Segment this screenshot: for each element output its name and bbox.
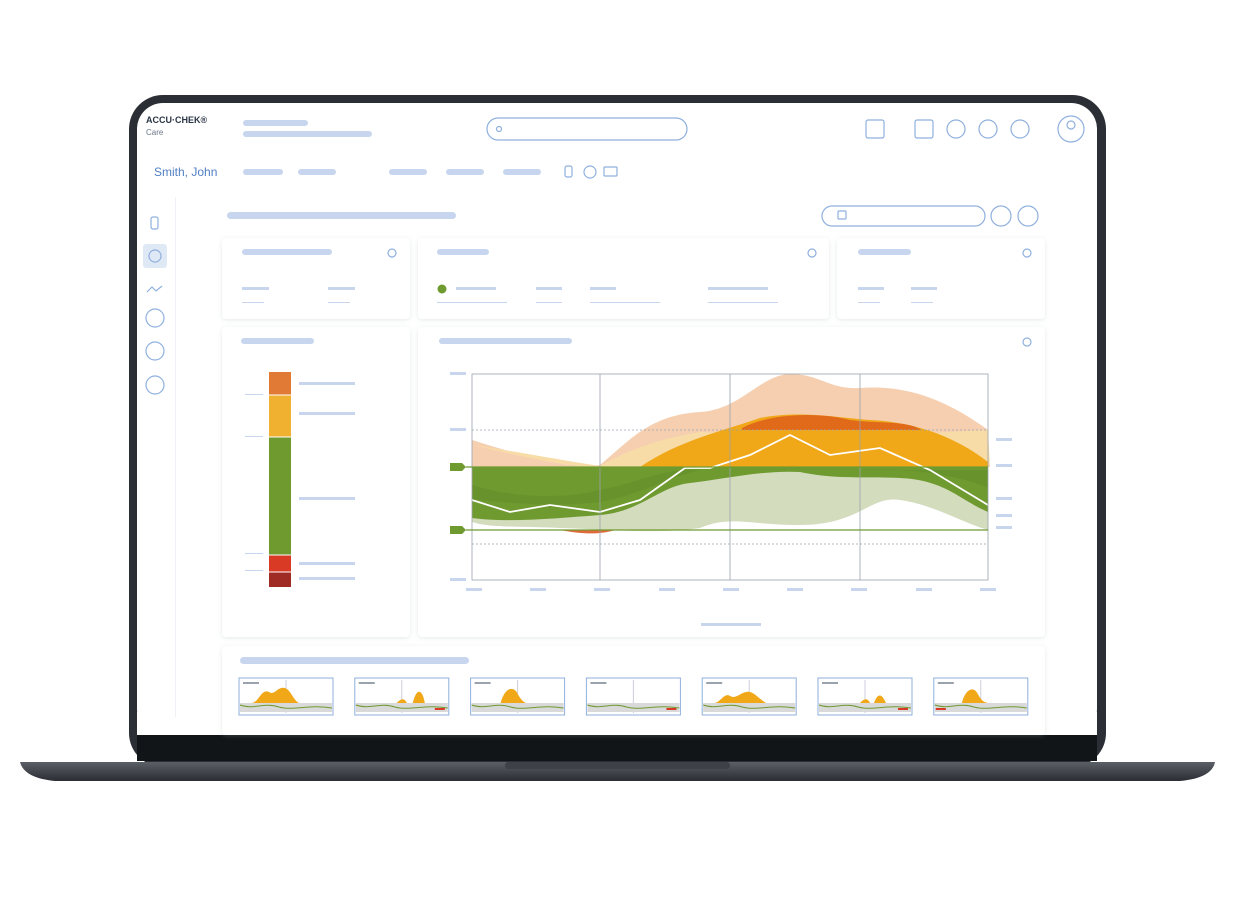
day-thumbnail[interactable] bbox=[354, 677, 450, 716]
icon-button[interactable] bbox=[978, 119, 998, 139]
range-card bbox=[222, 327, 410, 637]
product: Care bbox=[146, 128, 164, 137]
icon-button[interactable] bbox=[1010, 119, 1030, 139]
summary-card bbox=[418, 238, 829, 319]
agp-chart bbox=[450, 372, 1012, 626]
date-picker[interactable] bbox=[821, 205, 986, 227]
day-thumbnail[interactable] bbox=[817, 677, 913, 716]
summary-card bbox=[837, 238, 1045, 319]
day-thumbnail[interactable] bbox=[701, 677, 797, 716]
patient-name: Smith, John bbox=[154, 165, 217, 179]
nav-item[interactable] bbox=[145, 341, 165, 361]
daily-thumbnails bbox=[238, 677, 1029, 716]
search-box[interactable] bbox=[486, 117, 688, 141]
brand: ACCU·CHEK® bbox=[146, 115, 207, 125]
day-thumbnail[interactable] bbox=[933, 677, 1029, 716]
nav-item[interactable] bbox=[145, 375, 165, 395]
avatar[interactable] bbox=[1057, 115, 1085, 143]
icon-button[interactable] bbox=[914, 119, 934, 139]
range-bar bbox=[269, 372, 291, 587]
nav-item[interactable] bbox=[145, 308, 165, 328]
day-thumbnail[interactable] bbox=[585, 677, 681, 716]
nav-item-active[interactable] bbox=[143, 244, 167, 268]
day-thumbnail[interactable] bbox=[470, 677, 566, 716]
summary-card bbox=[222, 238, 410, 319]
laptop-base bbox=[20, 762, 1215, 781]
icon-button[interactable] bbox=[990, 205, 1012, 227]
icon-button[interactable] bbox=[1017, 205, 1039, 227]
icon-button[interactable] bbox=[946, 119, 966, 139]
day-thumbnail[interactable] bbox=[238, 677, 334, 716]
icon-button[interactable] bbox=[865, 119, 885, 139]
